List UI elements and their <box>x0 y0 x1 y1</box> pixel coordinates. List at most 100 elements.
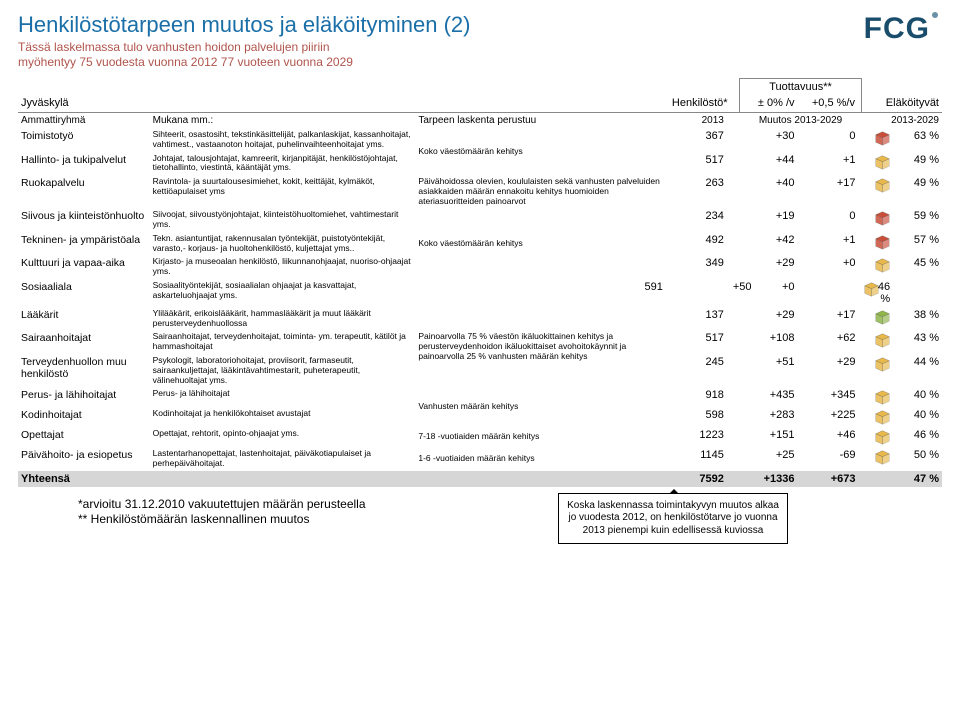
row-staff: 367 <box>669 128 730 152</box>
col-change: Muutos 2013-2029 <box>740 113 862 129</box>
row-d5: +46 <box>801 427 862 447</box>
col-tuottavuus: Tuottavuus** <box>740 79 862 96</box>
table-row: Siivous ja kiinteistönhuoltoSiivoojat, s… <box>18 208 942 232</box>
row-desc: Kodinhoitajat ja henkilökohtaiset avusta… <box>150 407 416 427</box>
row-d5: +62 <box>801 330 862 354</box>
row-d5: 0 <box>801 128 862 152</box>
cube-icon <box>871 330 893 354</box>
cube-icon <box>871 152 893 176</box>
fcg-logo: FCG <box>864 12 938 46</box>
row-group: Kulttuuri ja vapaa-aika <box>18 255 150 279</box>
row-desc: Sosiaalityöntekijät, sosiaalialan ohjaaj… <box>150 279 416 307</box>
row-d0: +283 <box>740 407 801 427</box>
footnote-2: ** Henkilöstömäärän laskennallinen muuto… <box>78 512 942 528</box>
cube-icon <box>871 387 893 407</box>
row-pct: 40 % <box>893 407 942 427</box>
row-desc: Ravintola- ja suurtalousesimiehet, kokit… <box>150 175 416 208</box>
row-pct: 49 % <box>893 152 942 176</box>
page-subtitle: Tässä laskelmassa tulo vanhusten hoidon … <box>18 40 942 70</box>
row-desc: Siivoojat, siivoustyönjohtajat, kiinteis… <box>150 208 416 232</box>
row-desc: Ylilääkärit, erikoislääkärit, hammaslääk… <box>150 307 416 331</box>
row-desc: Sihteerit, osastosiht, tekstinkäsittelij… <box>150 128 416 152</box>
page-title: Henkilöstötarpeen muutos ja eläköitymine… <box>18 12 942 38</box>
row-d5: +1 <box>801 152 862 176</box>
row-desc: Perus- ja lähihoitajat <box>150 387 416 407</box>
row-d0: +40 <box>740 175 801 208</box>
row-pct: 38 % <box>893 307 942 331</box>
row-d5: +0 <box>801 255 862 279</box>
city-name: Jyväskylä <box>18 95 669 113</box>
row-d5: +1 <box>801 232 862 256</box>
cube-icon <box>871 427 893 447</box>
row-group: Perus- ja lähihoitajat <box>18 387 150 407</box>
subtitle-line-1: Tässä laskelmassa tulo vanhusten hoidon … <box>18 40 330 54</box>
row-staff: 517 <box>669 152 730 176</box>
row-staff: 234 <box>669 208 730 232</box>
total-pct: 47 % <box>893 471 942 487</box>
row-d0: +151 <box>740 427 801 447</box>
row-pct: 63 % <box>893 128 942 152</box>
row-d0: +29 <box>740 255 801 279</box>
col-staff: Henkilöstö* <box>669 95 730 113</box>
row-d5: 0 <box>801 208 862 232</box>
row-desc: Sairaanhoitajat, terveydenhoitajat, toim… <box>150 330 416 354</box>
row-d5: -69 <box>801 447 862 471</box>
row-staff: 263 <box>669 175 730 208</box>
total-label: Yhteensä <box>18 471 669 487</box>
row-desc: Kirjasto- ja museoalan henkilöstö, liiku… <box>150 255 416 279</box>
row-group: Toimistotyö <box>18 128 150 152</box>
row-group: Sosiaaliala <box>18 279 150 307</box>
row-d5: +17 <box>801 307 862 331</box>
cube-icon <box>871 307 893 331</box>
row-pct: 59 % <box>893 208 942 232</box>
row-basis: 1-6 -vuotiaiden määrän kehitys <box>415 447 669 471</box>
cube-icon <box>871 175 893 208</box>
row-basis: Koko väestömäärän kehitys <box>415 128 669 175</box>
table-row: Päivähoito- ja esiopetusLastentarhanopet… <box>18 447 942 471</box>
row-group: Terveydenhuollon muu henkilöstö <box>18 354 150 387</box>
footnote-1: *arvioitu 31.12.2010 vakuutettujen määrä… <box>78 497 942 513</box>
row-pct: 49 % <box>893 175 942 208</box>
row-group: Lääkärit <box>18 307 150 331</box>
table-row: LääkäritYlilääkärit, erikoislääkärit, ha… <box>18 307 942 331</box>
col-zero: ± 0% /v <box>740 95 801 113</box>
callout-box: Koska laskennassa toimintakyvyn muutos a… <box>558 493 788 545</box>
row-basis: 7-18 -vuotiaiden määrän kehitys <box>415 427 669 447</box>
row-basis: Painoarvolla 75 % väestön ikäluokittaine… <box>415 307 669 387</box>
col-group: Ammattiryhmä <box>18 113 150 129</box>
total-d0: +1336 <box>740 471 801 487</box>
cube-icon <box>871 255 893 279</box>
row-staff: 598 <box>669 407 730 427</box>
row-group: Kodinhoitajat <box>18 407 150 427</box>
row-staff: 492 <box>669 232 730 256</box>
table-row: SosiaalialaSosiaalityöntekijät, sosiaali… <box>18 279 942 307</box>
row-pct: 50 % <box>893 447 942 471</box>
row-group: Päivähoito- ja esiopetus <box>18 447 150 471</box>
row-staff: 245 <box>669 354 730 387</box>
row-d0: +435 <box>740 387 801 407</box>
cube-icon <box>861 279 871 307</box>
col-period: 2013-2029 <box>871 113 942 129</box>
row-d0: +29 <box>740 307 801 331</box>
row-staff: 137 <box>669 307 730 331</box>
row-desc: Psykologit, laboratoriohoitajat, proviis… <box>150 354 416 387</box>
row-d0: +108 <box>740 330 801 354</box>
row-group: Opettajat <box>18 427 150 447</box>
page-header: Henkilöstötarpeen muutos ja eläköitymine… <box>18 12 942 70</box>
cube-icon <box>871 354 893 387</box>
row-d0: +42 <box>740 232 801 256</box>
col-half: +0,5 %/v <box>801 95 862 113</box>
staff-table: Tuottavuus**JyväskyläHenkilöstö*± 0% /v+… <box>18 78 942 487</box>
row-desc: Johtajat, talousjohtajat, kamreerit, kir… <box>150 152 416 176</box>
total-row: Yhteensä7592+1336+67347 % <box>18 471 942 487</box>
row-staff: 1145 <box>669 447 730 471</box>
col-basis: Tarpeen laskenta perustuu <box>415 113 669 129</box>
total-d5: +673 <box>801 471 862 487</box>
row-staff: 591 <box>415 279 669 307</box>
cube-icon <box>871 128 893 152</box>
row-group: Hallinto- ja tukipalvelut <box>18 152 150 176</box>
row-d0: +50 <box>730 279 740 307</box>
row-pct: 44 % <box>893 354 942 387</box>
row-basis: Päivähoidossa olevien, koululaisten sekä… <box>415 175 669 208</box>
table-row: Perus- ja lähihoitajatPerus- ja lähihoit… <box>18 387 942 407</box>
